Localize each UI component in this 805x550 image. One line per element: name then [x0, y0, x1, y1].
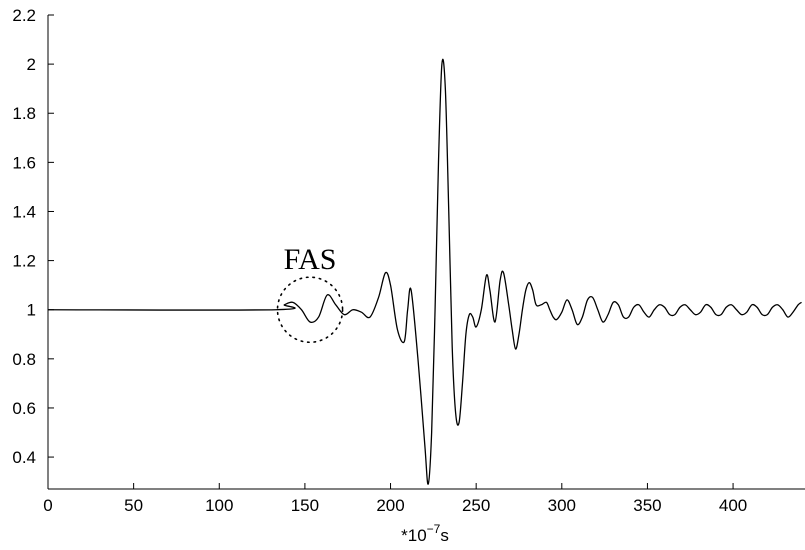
y-tick-label: 0.8: [12, 350, 36, 369]
y-tick-label: 2: [27, 55, 36, 74]
x-tick-label: 100: [205, 496, 233, 515]
y-tick-label: 1.8: [12, 104, 36, 123]
annotation-circle: [276, 276, 344, 344]
y-tick-label: 2.2: [12, 6, 36, 25]
x-tick-label: 200: [376, 496, 404, 515]
series-line: [47, 58, 802, 485]
annotation-label: FAS: [284, 243, 337, 276]
y-tick-label: 0.4: [12, 448, 36, 467]
y-tick-label: 1.2: [12, 252, 36, 271]
annotations: FAS: [276, 243, 344, 344]
y-tick-label: 1.6: [12, 153, 36, 172]
x-tick-label: 400: [719, 496, 747, 515]
x-tick-label: 50: [124, 496, 143, 515]
x-ticks: 0 50 100 150 200 250 300 350 400: [43, 483, 747, 515]
axes: [47, 15, 805, 490]
x-tick-label: 0: [43, 496, 52, 515]
y-tick-label: 0.6: [12, 399, 36, 418]
x-axis-label: *10−7s: [401, 522, 449, 545]
x-tick-label: 150: [291, 496, 319, 515]
x-tick-label: 350: [633, 496, 661, 515]
y-tick-label: 1.4: [12, 202, 36, 221]
x-tick-label: 300: [548, 496, 576, 515]
y-tick-label: 1: [27, 301, 36, 320]
x-tick-label: 250: [462, 496, 490, 515]
y-ticks: 0.4 0.6 0.8 1 1.2 1.4 1.6 1.8 2 2.2: [12, 6, 54, 467]
series: [47, 58, 802, 485]
